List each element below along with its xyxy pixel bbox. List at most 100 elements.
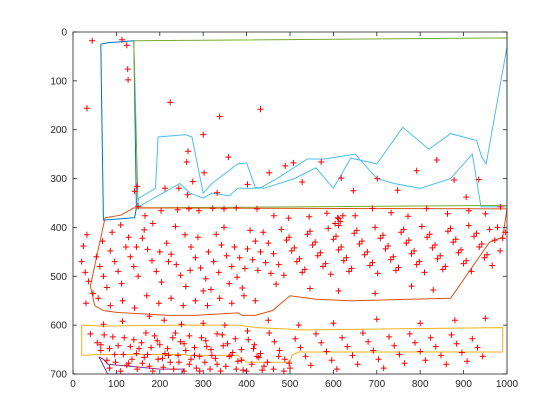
x-tick-label: 700 [368, 379, 385, 390]
data-point [434, 255, 441, 262]
data-point [422, 357, 429, 364]
data-point [359, 330, 366, 336]
data-point [141, 354, 148, 361]
data-point [186, 361, 193, 368]
data-point [207, 366, 214, 373]
data-point [149, 368, 156, 375]
data-point [99, 238, 106, 245]
data-point [173, 261, 180, 268]
data-point [78, 258, 85, 265]
data-point [486, 226, 493, 233]
data-point [333, 233, 339, 240]
data-point [125, 234, 132, 241]
data-point [489, 262, 496, 269]
data-point [117, 368, 124, 375]
data-point [392, 267, 399, 274]
data-point [400, 226, 407, 233]
data-point [247, 227, 254, 234]
data-point [158, 279, 165, 286]
data-point [433, 157, 440, 163]
boundary-line-5 [81, 324, 504, 363]
data-point [181, 368, 188, 375]
data-point [101, 331, 108, 338]
data-point [201, 359, 208, 366]
data-point [356, 241, 363, 247]
data-point [312, 239, 319, 246]
data-point [115, 268, 122, 275]
data-point [191, 344, 198, 351]
data-point [432, 242, 438, 248]
data-point [448, 331, 455, 338]
data-point [438, 352, 444, 359]
data-point [122, 244, 129, 250]
data-point [325, 225, 332, 232]
data-point [408, 250, 415, 257]
data-point [241, 265, 248, 272]
data-point [167, 359, 174, 366]
data-point [320, 263, 326, 270]
data-point [127, 253, 134, 260]
data-point [411, 247, 418, 254]
data-point [273, 281, 280, 288]
data-point [405, 213, 411, 220]
data-point [184, 191, 191, 198]
data-point [183, 159, 190, 165]
data-point [413, 261, 420, 268]
x-tick-label: 800 [412, 379, 429, 390]
data-point [156, 341, 163, 348]
data-point [111, 258, 118, 265]
data-point [386, 333, 392, 340]
data-point [222, 363, 229, 370]
x-tick-label: 1000 [496, 379, 519, 390]
data-point [164, 345, 171, 352]
data-point [479, 353, 486, 360]
data-point [443, 361, 450, 368]
data-point [442, 263, 449, 270]
data-point [107, 247, 114, 254]
data-point [374, 175, 381, 182]
data-point [232, 335, 239, 342]
data-point [135, 273, 142, 280]
data-point [270, 366, 277, 373]
data-point [95, 295, 102, 302]
data-point [180, 302, 187, 309]
data-point [280, 272, 287, 279]
data-point [203, 343, 210, 350]
data-point [146, 313, 153, 320]
data-point [187, 267, 194, 274]
data-point [250, 345, 257, 352]
data-point [254, 353, 260, 360]
data-point [97, 347, 104, 354]
data-point [149, 257, 155, 264]
data-point [497, 203, 504, 210]
data-point [185, 205, 192, 212]
data-point [473, 230, 480, 237]
data-point [417, 320, 424, 327]
data-point [130, 336, 137, 343]
data-point [430, 287, 437, 293]
data-point [214, 330, 221, 337]
points-layer [78, 36, 509, 375]
data-point [209, 205, 216, 212]
data-point [129, 356, 135, 363]
data-point [133, 244, 140, 250]
data-point [285, 215, 292, 222]
data-point [175, 352, 181, 359]
data-point [144, 246, 151, 253]
data-point [119, 297, 126, 304]
data-point [478, 241, 485, 247]
data-point [412, 339, 418, 346]
data-point [369, 259, 376, 266]
data-point [254, 267, 261, 274]
data-point [123, 42, 130, 49]
data-point [468, 268, 475, 275]
data-point [417, 348, 424, 355]
data-point [189, 178, 196, 185]
data-point [313, 330, 319, 337]
data-point [177, 338, 184, 345]
data-point [85, 278, 92, 285]
data-point [377, 235, 384, 242]
data-point [192, 254, 199, 261]
data-point [208, 352, 215, 359]
data-point [450, 239, 457, 246]
